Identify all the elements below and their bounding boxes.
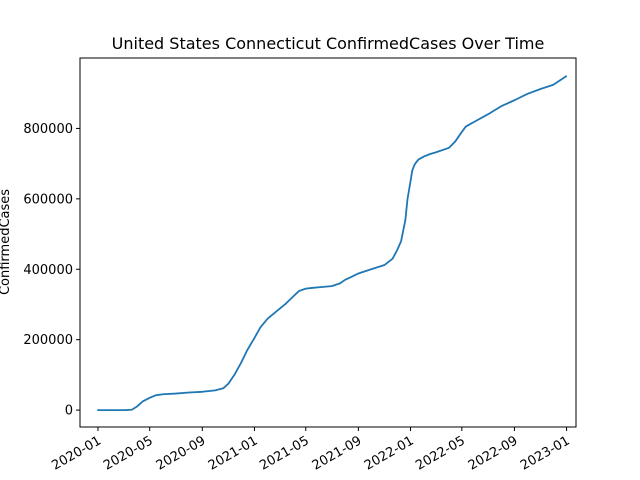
y-tick-label: 200000	[23, 333, 73, 348]
chart-title: United States Connecticut ConfirmedCases…	[112, 34, 545, 53]
plot-frame	[79, 57, 577, 428]
y-tick-label: 600000	[23, 192, 73, 207]
y-tick-label: 800000	[23, 122, 73, 137]
y-axis-label: ConfirmedCases	[0, 189, 13, 295]
y-tick-label: 0	[65, 404, 73, 419]
plot-area	[80, 58, 576, 427]
y-axis-ticks: 0 200000 400000 600000 800000	[23, 122, 80, 419]
y-tick-label: 400000	[23, 263, 73, 278]
confirmed-cases-line	[97, 75, 568, 411]
